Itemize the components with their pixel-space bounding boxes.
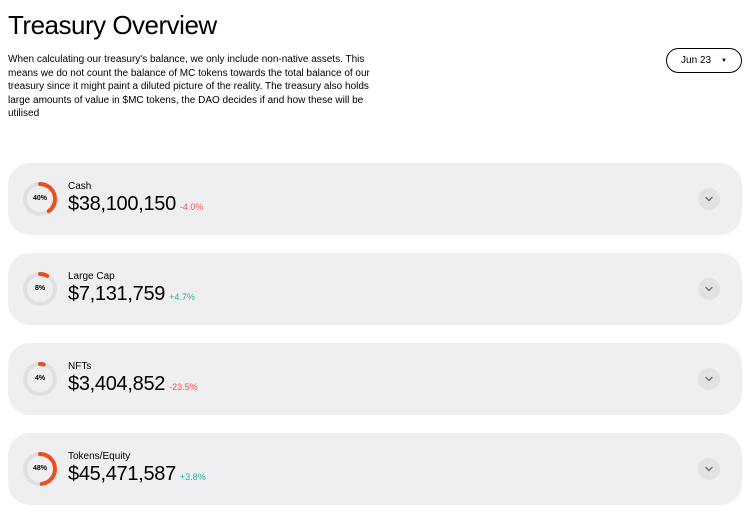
date-picker[interactable]: Jun 23 ▼ (666, 48, 742, 73)
date-picker-label: Jun 23 (681, 55, 711, 66)
card-label: NFTs (68, 361, 198, 372)
page-title: Treasury Overview (8, 10, 666, 41)
card-label: Large Cap (68, 271, 195, 282)
donut-pct-label: 40% (22, 181, 58, 217)
card-value: $45,471,587 (68, 463, 176, 486)
card-value: $38,100,150 (68, 193, 176, 216)
treasury-card: 48% Tokens/Equity $45,471,587 +3.8% (8, 433, 742, 505)
card-change: +3.8% (180, 472, 206, 482)
treasury-card: 8% Large Cap $7,131,759 +4.7% (8, 253, 742, 325)
page-description: When calculating our treasury's balance,… (8, 53, 388, 121)
card-change: -23.5% (169, 382, 198, 392)
chevron-down-icon: ▼ (721, 58, 727, 64)
card-list: 40% Cash $38,100,150 -4.0% 8% (8, 163, 742, 505)
treasury-card: 4% NFTs $3,404,852 -23.5% (8, 343, 742, 415)
card-change: +4.7% (169, 292, 195, 302)
expand-button[interactable] (698, 458, 720, 480)
card-value: $3,404,852 (68, 373, 165, 396)
donut-chart: 8% (22, 271, 58, 307)
expand-button[interactable] (698, 368, 720, 390)
chevron-down-icon (704, 374, 714, 384)
card-label: Cash (68, 181, 203, 192)
donut-pct-label: 48% (22, 451, 58, 487)
expand-button[interactable] (698, 278, 720, 300)
chevron-down-icon (704, 464, 714, 474)
donut-pct-label: 4% (22, 361, 58, 397)
card-value: $7,131,759 (68, 283, 165, 306)
chevron-down-icon (704, 284, 714, 294)
card-label: Tokens/Equity (68, 451, 206, 462)
expand-button[interactable] (698, 188, 720, 210)
donut-chart: 48% (22, 451, 58, 487)
donut-chart: 4% (22, 361, 58, 397)
chevron-down-icon (704, 194, 714, 204)
card-change: -4.0% (180, 202, 204, 212)
treasury-card: 40% Cash $38,100,150 -4.0% (8, 163, 742, 235)
donut-chart: 40% (22, 181, 58, 217)
donut-pct-label: 8% (22, 271, 58, 307)
